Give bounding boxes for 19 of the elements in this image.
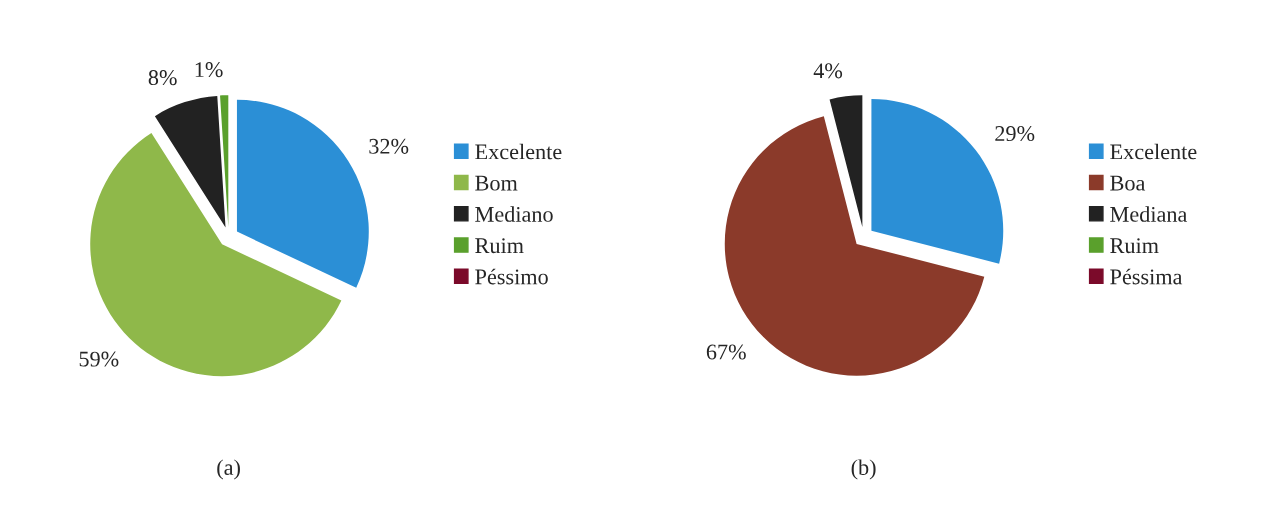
data-label: 67% bbox=[706, 344, 746, 360]
legend-label: Mediana bbox=[1110, 206, 1188, 222]
legend-label: Boa bbox=[1110, 175, 1146, 191]
data-label: 8% bbox=[148, 70, 177, 86]
data-label: 59% bbox=[79, 351, 119, 367]
legend-label: Péssimo bbox=[475, 268, 548, 285]
data-label: 29% bbox=[995, 126, 1035, 142]
legend-label: Péssima bbox=[1110, 268, 1183, 285]
data-label: 4% bbox=[813, 63, 843, 79]
legend-label: Excelente bbox=[475, 143, 562, 160]
legend-label: Ruim bbox=[1110, 238, 1159, 254]
legend-label: Ruim bbox=[475, 238, 524, 254]
legend-label: Bom bbox=[475, 175, 518, 191]
data-label: 1% bbox=[195, 62, 223, 78]
legend-label: Mediano bbox=[475, 206, 553, 222]
legend-label: Excelente bbox=[1110, 143, 1197, 160]
data-label: 32% bbox=[369, 138, 409, 154]
text: (b) bbox=[851, 459, 876, 480]
text: (a) bbox=[217, 459, 240, 480]
